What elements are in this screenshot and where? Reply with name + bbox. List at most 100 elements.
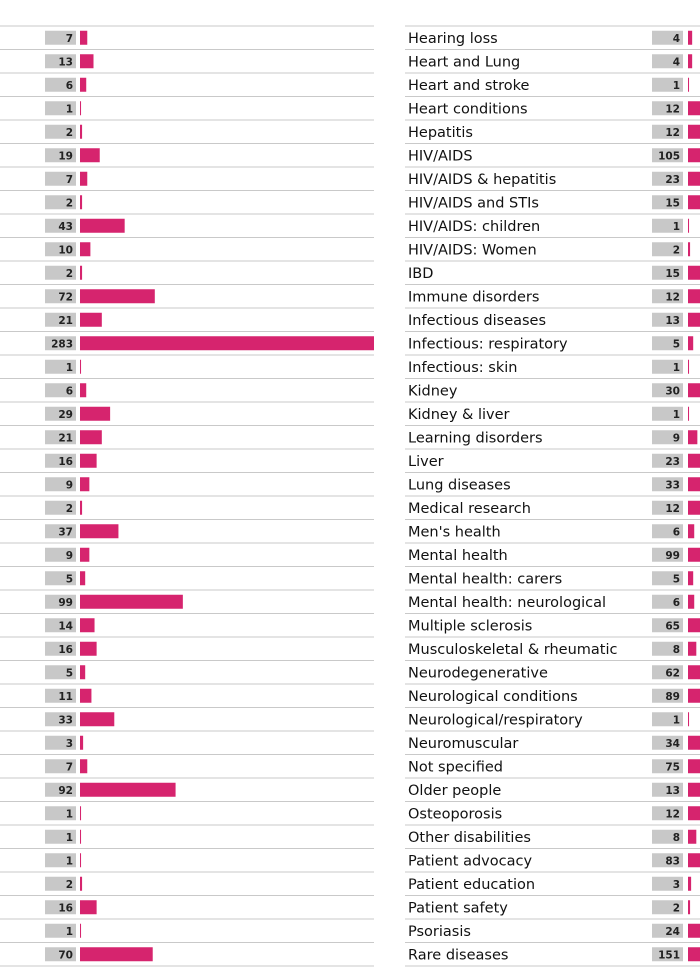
value-box: [45, 500, 76, 515]
value-label: 34: [665, 738, 680, 750]
value-box: [652, 547, 683, 562]
value-box: [45, 242, 76, 257]
value-box: [45, 54, 76, 69]
bar: [688, 218, 690, 233]
value-box: [45, 806, 76, 821]
value-box: [45, 524, 76, 539]
value-box: [652, 171, 683, 186]
value-box: [45, 453, 76, 468]
row-label: Other disabilities: [408, 830, 531, 846]
value-label: 1: [673, 221, 680, 233]
value-box: [652, 406, 683, 421]
bar: [80, 171, 88, 186]
value-box: [652, 665, 683, 680]
value-label: 13: [665, 785, 680, 797]
bar: [688, 453, 700, 468]
value-box: [652, 806, 683, 821]
value-label: 1: [66, 808, 73, 820]
bar: [80, 195, 83, 210]
value-box: [652, 571, 683, 586]
value-box: [45, 406, 76, 421]
value-label: 1: [66, 832, 73, 844]
row-label: Mental health: [408, 548, 508, 564]
bar: [688, 759, 700, 774]
value-label: 16: [58, 644, 73, 656]
value-box: [45, 547, 76, 562]
value-label: 2: [673, 244, 680, 256]
value-label: 2: [66, 268, 73, 280]
row-label: Infectious: skin: [408, 360, 517, 376]
value-label: 12: [665, 808, 680, 820]
row-label: Learning disorders: [408, 430, 543, 446]
bar: [80, 923, 82, 938]
bar: [688, 265, 700, 280]
value-label: 30: [665, 385, 680, 397]
row-label: HIV/AIDS: Women: [408, 242, 537, 258]
value-box: [45, 618, 76, 633]
row-label: Medical research: [408, 501, 531, 517]
value-box: [45, 218, 76, 233]
value-label: 1: [673, 409, 680, 421]
row-label: IBD: [408, 266, 433, 282]
value-box: [652, 54, 683, 69]
value-box: [652, 594, 683, 609]
row-label: Heart and Lung: [408, 54, 520, 70]
bar: [688, 477, 700, 492]
bar: [688, 195, 700, 210]
value-label: 12: [665, 291, 680, 303]
value-label: 7: [66, 761, 73, 773]
value-box: [652, 876, 683, 891]
bar: [80, 124, 83, 139]
value-label: 9: [66, 479, 73, 491]
value-label: 5: [66, 667, 73, 679]
value-box: [45, 195, 76, 210]
value-label: 70: [58, 949, 73, 961]
value-box: [652, 312, 683, 327]
value-box: [45, 688, 76, 703]
bar: [80, 383, 87, 398]
bar: [80, 500, 83, 515]
row-label: Older people: [408, 783, 501, 799]
bar: [80, 359, 82, 374]
value-box: [45, 759, 76, 774]
row-label: Osteoporosis: [408, 806, 502, 822]
value-label: 5: [66, 573, 73, 585]
value-label: 2: [66, 879, 73, 891]
bar: [80, 524, 119, 539]
row-label: Kidney & liver: [408, 407, 510, 423]
value-label: 15: [665, 197, 680, 209]
value-label: 13: [665, 315, 680, 327]
row-label: Neurological/respiratory: [408, 712, 583, 728]
bar: [688, 665, 700, 680]
value-box: [652, 218, 683, 233]
value-label: 24: [665, 926, 680, 938]
value-label: 6: [66, 385, 73, 397]
bar: [80, 453, 97, 468]
bar: [688, 547, 700, 562]
bar: [688, 876, 692, 891]
value-label: 2: [66, 197, 73, 209]
bar: [80, 665, 86, 680]
value-label: 3: [673, 879, 680, 891]
bar: [688, 829, 697, 844]
bar: [80, 641, 97, 656]
row-label: Patient education: [408, 877, 535, 893]
bar: [688, 947, 700, 962]
bar: [688, 312, 700, 327]
value-label: 21: [58, 432, 73, 444]
bar: [688, 618, 700, 633]
value-box: [45, 735, 76, 750]
bar: [80, 77, 87, 92]
value-box: [652, 289, 683, 304]
row-label: Neurological conditions: [408, 689, 578, 705]
value-label: 1: [673, 80, 680, 92]
value-label: 92: [58, 785, 73, 797]
value-label: 10: [58, 244, 73, 256]
value-label: 11: [58, 691, 73, 703]
value-label: 283: [51, 338, 73, 350]
value-box: [652, 923, 683, 938]
value-box: [652, 782, 683, 797]
bar: [688, 336, 694, 351]
value-box: [45, 876, 76, 891]
